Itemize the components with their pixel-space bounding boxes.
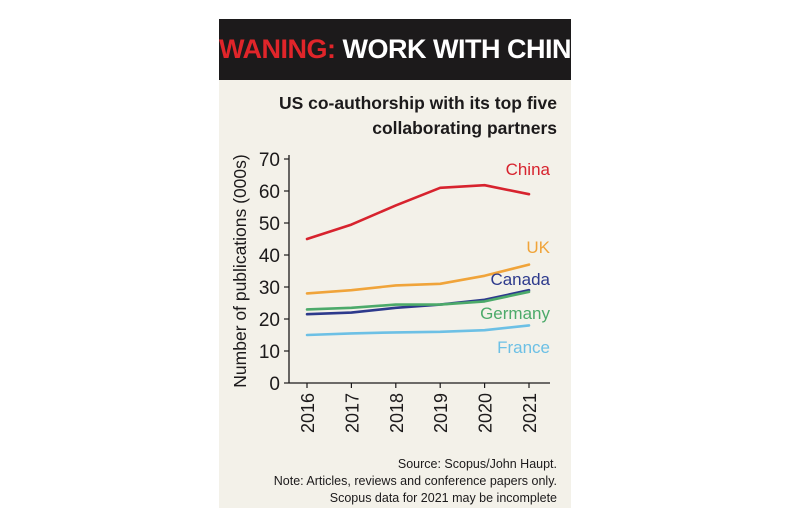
source-line: Source: Scopus/John Haupt. xyxy=(397,457,557,471)
y-tick-label: 20 xyxy=(259,310,280,331)
y-tick-label: 70 xyxy=(259,150,280,171)
series-label-canada: Canada xyxy=(490,270,550,289)
series-line-france xyxy=(305,324,531,337)
x-tick-label: 2017 xyxy=(342,393,362,433)
note-line: Note: Articles, reviews and conference p… xyxy=(273,474,557,488)
x-tick-label: 2021 xyxy=(520,393,540,433)
headline-banner: WANING: WORK WITH CHINA xyxy=(219,19,590,80)
x-tick-label: 2020 xyxy=(476,393,496,433)
series-line-germany xyxy=(305,290,531,311)
chart-title-line-1: US co-authorship with its top five xyxy=(278,93,557,113)
y-axis-title: Number of publications (000s) xyxy=(230,154,250,387)
y-tick-label: 30 xyxy=(259,278,280,299)
x-tick-label: 2016 xyxy=(298,393,318,433)
infographic-card: WANING: WORK WITH CHINA US co-authorship… xyxy=(219,19,590,508)
series-line-canada xyxy=(305,288,531,316)
headline-text: WORK WITH CHINA xyxy=(335,34,590,64)
headline-keyword: WANING: xyxy=(219,34,336,64)
x-tick-label: 2019 xyxy=(431,393,451,433)
series-line-china xyxy=(305,183,531,241)
caveat-line: Scopus data for 2021 may be incomplete xyxy=(329,491,557,505)
series-label-germany: Germany xyxy=(480,304,550,323)
x-tick-label: 2018 xyxy=(387,393,407,433)
y-tick-label: 10 xyxy=(259,342,280,363)
series-label-france: France xyxy=(497,338,550,357)
line-chart: 0 10 20 30 40 50 60 70 Number of publications (0… xyxy=(230,150,551,433)
y-tick-label: 0 xyxy=(269,374,280,395)
series-label-china: China xyxy=(506,160,551,179)
chart-title-line-2: collaborating partners xyxy=(372,118,557,138)
y-tick-label: 40 xyxy=(259,246,280,267)
y-tick-label: 50 xyxy=(259,214,280,235)
series-label-uk: UK xyxy=(526,238,550,257)
source-notes: Source: Scopus/John Haupt. Note: Article… xyxy=(274,456,557,507)
y-tick-label: 60 xyxy=(259,182,280,203)
series-line-uk xyxy=(305,263,531,295)
chart-title: US co-authorship with its top five colla… xyxy=(279,91,557,141)
